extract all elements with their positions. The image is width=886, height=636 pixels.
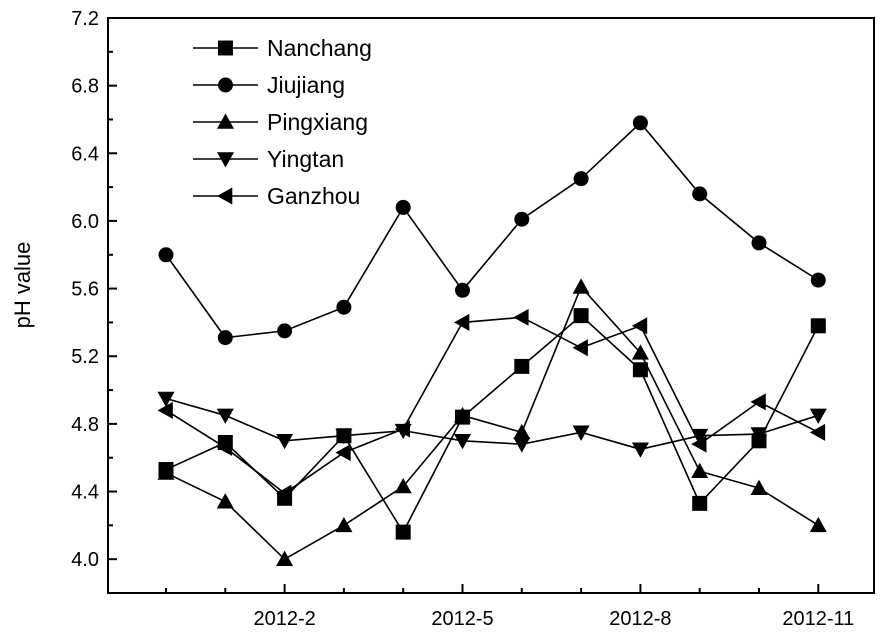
data-point-pingxiang: [513, 423, 531, 440]
data-point-nanchang: [573, 308, 589, 324]
series-jiujiang: [158, 115, 826, 346]
y-axis-title: pH value: [10, 242, 35, 329]
y-tick-label: 7.2: [71, 8, 99, 30]
series-yingtan: [157, 391, 827, 458]
y-tick-label: 5.6: [71, 279, 99, 301]
series-line-nanchang: [165, 314, 820, 534]
legend: Nanchang Jiujiang Pingxiang Yingtan Ganzhou: [193, 35, 372, 209]
data-point-nanchang: [514, 358, 530, 374]
data-point-pingxiang: [631, 344, 649, 360]
series-layer: [157, 115, 827, 566]
data-point-yingtan: [276, 433, 294, 450]
y-tick-label: 6.4: [71, 143, 99, 165]
data-point-jiujiang: [573, 171, 589, 187]
data-point-nanchang: [632, 362, 648, 378]
data-point-yingtan: [572, 425, 590, 441]
series-line-pingxiang: [165, 285, 819, 561]
legend-marker: [217, 152, 234, 168]
y-tick-label: 5.2: [71, 346, 99, 368]
y-tick-label: 4.0: [71, 549, 99, 571]
data-point-ganzhou: [335, 444, 351, 462]
y-tick-label: 4.4: [71, 482, 99, 504]
data-point-jiujiang: [632, 115, 648, 131]
legend-label: Jiujiang: [267, 72, 345, 98]
plot-frame: [107, 17, 875, 594]
y-tick-label: 4.8: [71, 414, 99, 436]
data-point-pingxiang: [750, 479, 768, 495]
data-point-pingxiang: [157, 464, 175, 480]
legend-label: Nanchang: [267, 35, 372, 61]
axes: 4.0 4.4 4.8 5.2 5.6 6.0 6.4 6.8 7.2 2012-2 2012-5 2…: [71, 8, 875, 630]
data-point-ganzhou: [216, 439, 233, 457]
data-point-pingxiang: [809, 516, 827, 533]
data-point-yingtan: [691, 428, 709, 445]
series-line-jiujiang: [165, 121, 819, 339]
data-point-ganzhou: [750, 393, 766, 411]
data-point-pingxiang: [335, 516, 353, 533]
data-point-ganzhou: [394, 420, 410, 438]
x-tick-label: 2012-11: [782, 608, 854, 630]
legend-item-jiujiang: Jiujiang: [193, 72, 345, 98]
data-point-yingtan: [631, 442, 649, 458]
legend-label: Ganzhou: [267, 183, 360, 209]
data-point-ganzhou: [454, 313, 470, 331]
data-point-jiujiang: [455, 282, 470, 298]
data-point-jiujiang: [336, 299, 352, 315]
legend-label: Yingtan: [267, 146, 344, 172]
data-point-ganzhou: [631, 317, 648, 335]
x-tick-label: 2012-5: [431, 608, 493, 630]
legend-marker: [218, 40, 233, 56]
legend-item-nanchang: Nanchang: [193, 35, 372, 61]
data-point-ganzhou: [276, 484, 292, 502]
legend-marker: [217, 113, 234, 129]
series-line-yingtan: [165, 397, 819, 451]
legend-marker: [218, 77, 233, 93]
legend-item-yingtan: Yingtan: [193, 146, 344, 172]
data-point-yingtan: [216, 408, 234, 424]
y-tick-label: 6.8: [71, 76, 99, 98]
data-point-jiujiang: [277, 323, 293, 339]
data-point-pingxiang: [394, 477, 412, 494]
data-point-nanchang: [395, 524, 411, 540]
series-pingxiang: [157, 278, 827, 566]
data-point-yingtan: [513, 437, 531, 453]
legend-item-pingxiang: Pingxiang: [193, 109, 368, 135]
legend-label: Pingxiang: [267, 109, 368, 135]
data-point-pingxiang: [572, 278, 590, 294]
data-point-jiujiang: [158, 247, 174, 263]
data-point-nanchang: [692, 495, 708, 511]
x-tick-label: 2012-2: [253, 608, 315, 630]
data-point-pingxiang: [454, 406, 471, 423]
data-point-jiujiang: [217, 330, 233, 346]
x-tick-label: 2012-8: [609, 608, 671, 630]
legend-item-ganzhou: Ganzhou: [193, 183, 360, 209]
y-tick-label: 6.0: [71, 211, 99, 233]
data-point-jiujiang: [514, 211, 530, 227]
data-point-yingtan: [157, 391, 175, 408]
data-point-pingxiang: [216, 493, 234, 509]
series-ganzhou: [157, 308, 826, 502]
data-point-pingxiang: [691, 462, 709, 479]
data-point-ganzhou: [809, 423, 826, 441]
data-point-yingtan: [454, 433, 471, 450]
data-point-yingtan: [750, 427, 768, 443]
data-point-ganzhou: [572, 339, 588, 357]
legend-marker: [217, 187, 233, 205]
data-point-ganzhou: [513, 308, 529, 326]
data-point-yingtan: [809, 408, 827, 424]
data-point-ganzhou: [691, 435, 707, 453]
data-point-nanchang: [810, 318, 826, 334]
series-line-ganzhou: [165, 316, 819, 495]
data-point-jiujiang: [692, 186, 708, 202]
data-point-ganzhou: [157, 401, 173, 419]
data-point-yingtan: [335, 428, 353, 445]
data-point-jiujiang: [395, 199, 411, 215]
data-point-jiujiang: [810, 272, 826, 288]
data-point-pingxiang: [276, 550, 294, 566]
data-point-jiujiang: [751, 235, 767, 251]
